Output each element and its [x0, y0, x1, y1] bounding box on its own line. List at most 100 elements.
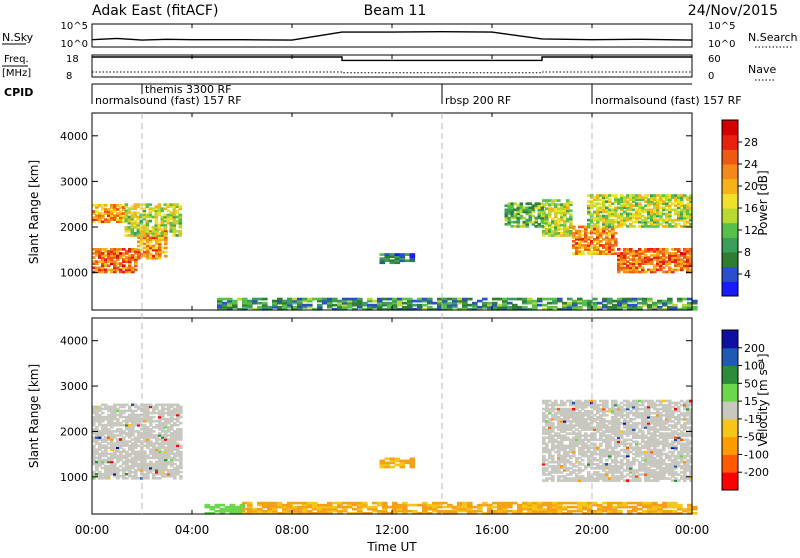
data-cell — [627, 502, 633, 505]
data-cell — [302, 298, 308, 301]
data-cell — [252, 298, 258, 301]
data-cell — [582, 300, 588, 303]
data-cell — [607, 306, 613, 309]
data-cell — [179, 205, 183, 208]
data-cell — [242, 502, 248, 505]
freq-strip: Freq. [MHz] 18 8 60 0 Nave — [2, 54, 776, 82]
data-cell — [537, 502, 543, 505]
data-cell — [342, 502, 348, 505]
velocity-data-cells — [92, 400, 698, 515]
data-cell — [367, 298, 373, 301]
data-cell — [410, 253, 416, 256]
data-cell — [332, 506, 338, 509]
data-cell — [672, 510, 678, 513]
data-cell — [405, 259, 411, 262]
data-cell — [637, 302, 643, 305]
data-cell — [347, 298, 353, 301]
data-cell — [427, 504, 433, 507]
data-cell — [507, 306, 513, 309]
data-cell — [605, 400, 609, 403]
data-cell — [292, 502, 298, 505]
data-cell — [385, 458, 391, 461]
data-cell — [322, 504, 328, 507]
data-cell — [257, 502, 263, 505]
data-cell — [622, 502, 628, 505]
station-title: Adak East (fitACF) — [92, 3, 218, 19]
data-cell — [417, 298, 423, 301]
data-cell — [482, 502, 488, 505]
data-cell — [247, 300, 253, 303]
data-cell — [442, 506, 448, 509]
data-cell — [385, 253, 391, 256]
data-cell — [557, 298, 563, 301]
data-cell — [452, 298, 458, 301]
data-cell — [307, 510, 313, 513]
data-cell — [257, 302, 263, 305]
data-cell — [522, 298, 528, 301]
data-cell — [337, 510, 343, 513]
data-cell — [612, 304, 618, 307]
data-cell — [312, 298, 318, 301]
data-cell — [179, 475, 183, 478]
data-cell — [567, 502, 573, 505]
time-tick-label: 16:00 — [475, 523, 510, 537]
time-tick-label: 00:00 — [675, 523, 710, 537]
data-cell — [507, 502, 513, 505]
data-cell — [149, 220, 153, 223]
data-cell — [507, 510, 513, 513]
data-cell — [307, 502, 313, 505]
data-cell — [297, 506, 303, 509]
data-cell — [397, 504, 403, 507]
data-cell — [257, 298, 263, 301]
data-cell — [179, 471, 183, 474]
y-tick-label: 1000 — [60, 267, 88, 280]
data-cell — [407, 504, 413, 507]
data-cell — [179, 428, 183, 431]
data-cell — [657, 504, 663, 507]
time-tick-label: 20:00 — [575, 523, 610, 537]
colorbar-swatch — [722, 267, 738, 282]
data-cell — [537, 298, 543, 301]
data-cell — [242, 298, 248, 301]
colorbar-tick-label: 28 — [744, 136, 758, 149]
data-cell — [551, 455, 555, 458]
y-tick-label: 3000 — [60, 175, 88, 188]
data-cell — [587, 300, 593, 303]
data-cell — [477, 300, 483, 303]
colorbar-swatch — [722, 223, 738, 238]
y-tick-label: 1000 — [60, 471, 88, 484]
data-cell — [327, 502, 333, 505]
data-cell — [332, 304, 338, 307]
y-tick-label: 3000 — [60, 380, 88, 393]
data-cell — [385, 462, 391, 465]
cpid-segment-label: themis 3300 RF — [145, 83, 232, 96]
data-cell — [554, 400, 558, 403]
data-cell — [215, 504, 221, 507]
data-cell — [502, 298, 508, 301]
data-cell — [605, 414, 609, 417]
data-cell — [597, 306, 603, 309]
data-cell — [402, 306, 408, 309]
data-cell — [587, 471, 591, 474]
data-cell — [164, 247, 168, 250]
nsky-series-line — [92, 32, 692, 40]
data-cell — [152, 430, 156, 433]
cpid-label: CPID — [4, 86, 33, 99]
data-cell — [452, 506, 458, 509]
data-cell — [602, 298, 608, 301]
data-cell — [149, 203, 153, 206]
data-cell — [522, 306, 528, 309]
data-cell — [647, 298, 653, 301]
data-cell — [179, 214, 183, 217]
data-cell — [607, 298, 613, 301]
data-cell — [397, 298, 403, 301]
colorbar-tick-label: 8 — [744, 246, 751, 259]
data-cell — [380, 253, 386, 256]
data-cell — [551, 475, 555, 478]
data-cell — [297, 298, 303, 301]
data-cell — [612, 506, 618, 509]
data-cell — [552, 306, 558, 309]
data-cell — [552, 502, 558, 505]
